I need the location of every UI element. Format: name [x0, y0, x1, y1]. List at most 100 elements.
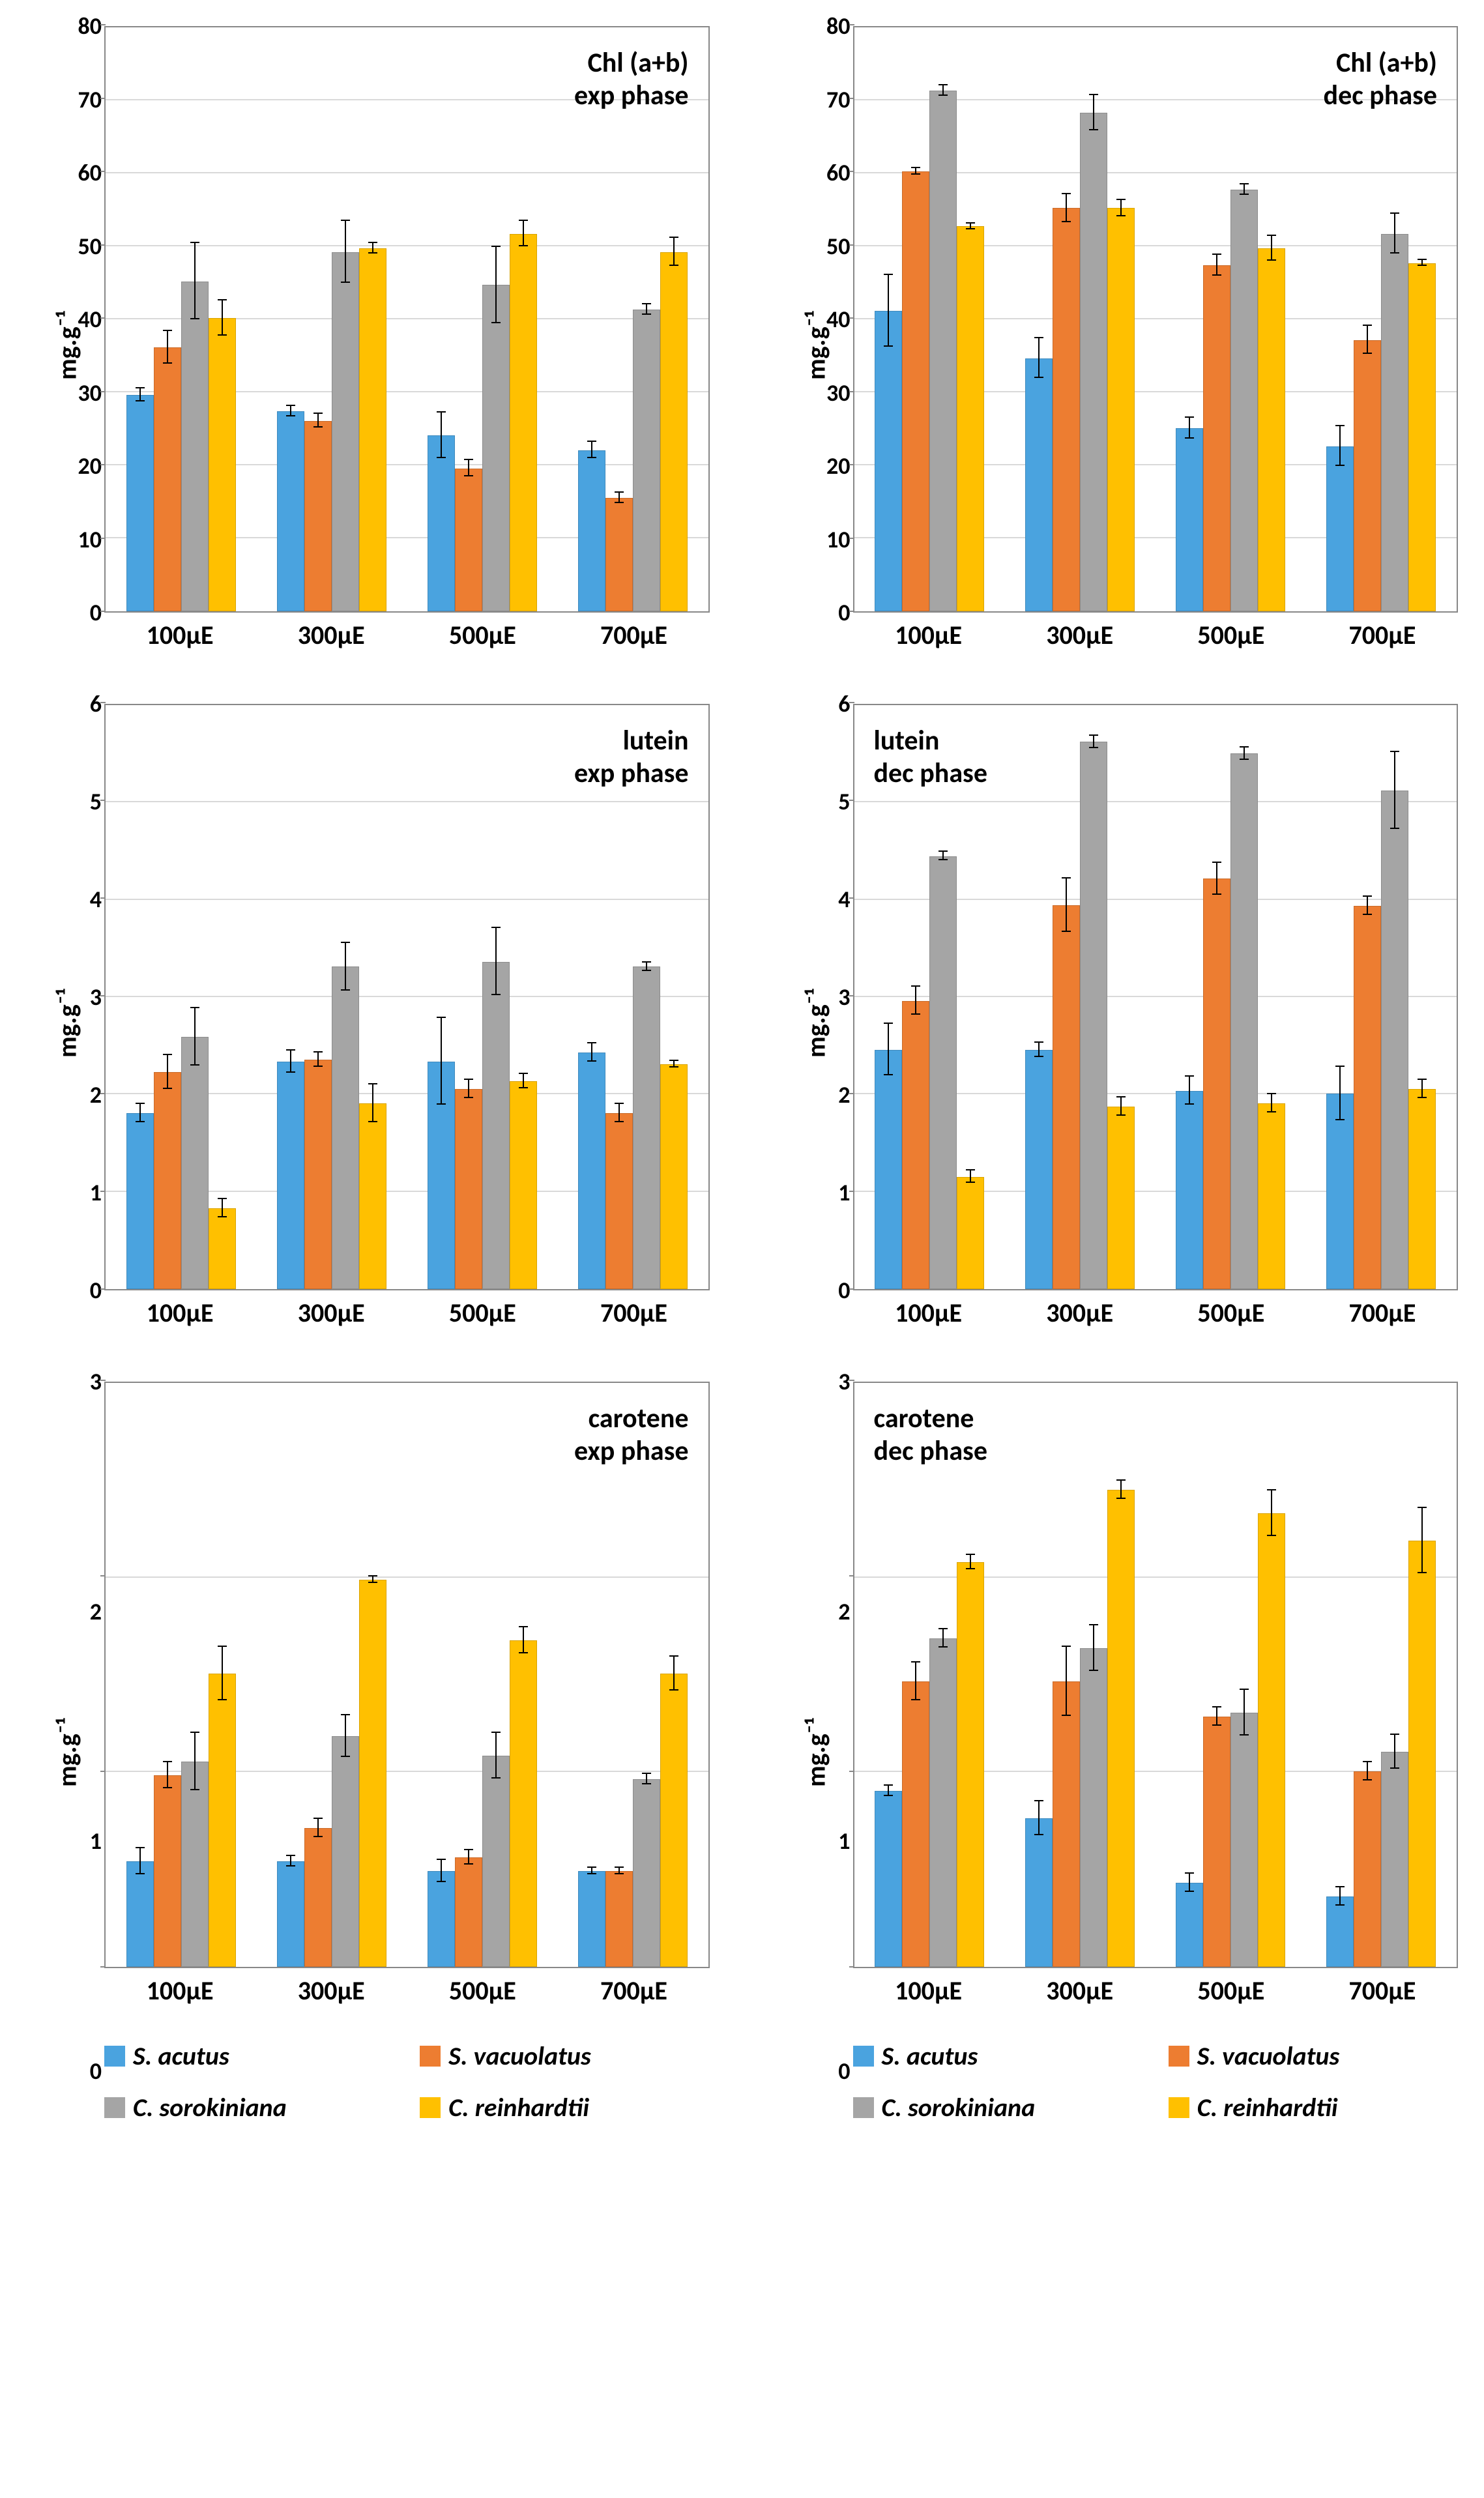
y-tick-label: 20 [801, 452, 851, 480]
bar [181, 1037, 209, 1289]
error-bar [139, 387, 141, 402]
error-bar [523, 1073, 524, 1088]
y-tick-mark [849, 1093, 854, 1094]
plot-area: carotene exp phase [104, 1382, 710, 1968]
bar [154, 1072, 181, 1289]
bar-group [256, 1383, 407, 1967]
error-bar [618, 1103, 620, 1122]
y-tick-mark [849, 244, 854, 246]
error-bar [441, 1017, 442, 1105]
x-tick-label: 300μE [255, 1975, 407, 2007]
bar [929, 91, 957, 611]
y-tick-mark [100, 702, 106, 703]
error-bar [646, 303, 647, 315]
chart-panel: mg.g⁻¹01020304050607080Chl (a+b) exp pha… [26, 26, 710, 665]
error-bar [167, 330, 168, 364]
bar [1203, 265, 1230, 611]
error-bar [1120, 1479, 1122, 1499]
y-tick-mark [849, 1771, 854, 1772]
bar [304, 1060, 332, 1290]
error-bar [345, 942, 346, 991]
chart-panel: mg.g⁻¹0123carotene dec phase100μE300μE50… [775, 1382, 1459, 2123]
bar [1258, 1513, 1285, 1967]
bar [1176, 1091, 1203, 1290]
error-bar [1038, 1800, 1040, 1835]
error-bar [1271, 1489, 1272, 1536]
bar [510, 1640, 537, 1967]
bar [455, 1857, 482, 1967]
chart-title: carotene exp phase [574, 1402, 689, 1468]
y-tick-label: 2 [801, 1597, 851, 1626]
bar-group [854, 705, 1005, 1289]
bar [510, 1081, 537, 1290]
x-tick-label: 100μE [104, 619, 255, 651]
y-tick-mark [100, 1966, 106, 1968]
y-tick-mark [849, 317, 854, 319]
y-tick-label: 0 [52, 598, 102, 627]
bar [277, 1861, 304, 1967]
chart-panel: mg.g⁻¹0123456lutein dec phase100μE300μE5… [775, 704, 1459, 1343]
bar [1230, 753, 1258, 1289]
legend-label: C. sorokiniana [133, 2091, 287, 2123]
bar-group [1005, 1383, 1156, 1967]
bars-layer [106, 1383, 708, 1967]
error-bar [1271, 235, 1272, 261]
y-tick-label: 50 [801, 232, 851, 261]
y-tick-label: 6 [801, 690, 851, 718]
legend-swatch [104, 2046, 125, 2067]
x-tick-label: 300μE [1004, 1975, 1156, 2007]
error-bar [1189, 416, 1190, 439]
error-bar [618, 491, 620, 503]
error-bar [495, 927, 497, 995]
y-tick-mark [849, 897, 854, 899]
bar-group [407, 705, 557, 1289]
error-bar [523, 1626, 524, 1653]
y-tick-mark [849, 464, 854, 465]
chart-title: Chl (a+b) exp phase [574, 47, 689, 113]
x-tick-label: 500μE [407, 1975, 558, 2007]
bar-group [1156, 27, 1306, 611]
chart-title: lutein dec phase [874, 725, 987, 791]
error-bar [468, 1849, 469, 1865]
chart-title: Chl (a+b) dec phase [1324, 47, 1437, 113]
bar [605, 1113, 633, 1289]
x-tick-label: 700μE [558, 619, 709, 651]
bar [1107, 208, 1135, 611]
y-tick-label: 60 [801, 158, 851, 187]
bar [605, 498, 633, 611]
bar [1408, 1089, 1436, 1290]
error-bar [942, 1628, 944, 1648]
y-tick-label: 3 [52, 983, 102, 1011]
y-tick-mark [849, 995, 854, 996]
bar [126, 1861, 154, 1967]
x-tick-label: 300μE [255, 1297, 407, 1329]
bar [359, 1580, 386, 1967]
legend-label: S. acutus [882, 2040, 978, 2072]
bar [1080, 113, 1107, 611]
bar-group [1005, 27, 1156, 611]
y-tick-mark [849, 1191, 854, 1192]
bars-layer [854, 705, 1457, 1289]
y-tick-label: 70 [801, 85, 851, 114]
bar [1381, 1752, 1408, 1967]
x-tick-label: 700μE [558, 1297, 709, 1329]
y-tick-label: 0 [52, 2057, 102, 2085]
error-bar [194, 242, 196, 319]
y-tick-label: 30 [801, 379, 851, 407]
chart-panel: mg.g⁻¹01020304050607080Chl (a+b) dec pha… [775, 26, 1459, 665]
bars-layer [106, 27, 708, 611]
error-bar [222, 1198, 223, 1217]
error-bar [591, 441, 592, 458]
y-ticks: 0123 [52, 1382, 104, 2071]
error-bar [1066, 1646, 1067, 1716]
legend-item: C. sorokiniana [104, 2091, 394, 2123]
error-bar [1367, 1761, 1368, 1780]
y-tick-mark [849, 1966, 854, 1968]
y-tick-label: 3 [801, 1367, 851, 1396]
error-bar [290, 405, 291, 416]
bar [957, 1562, 984, 1967]
legend-swatch [853, 2097, 874, 2118]
legend-item: C. sorokiniana [853, 2091, 1142, 2123]
error-bar [1038, 337, 1040, 378]
bar [277, 1062, 304, 1290]
